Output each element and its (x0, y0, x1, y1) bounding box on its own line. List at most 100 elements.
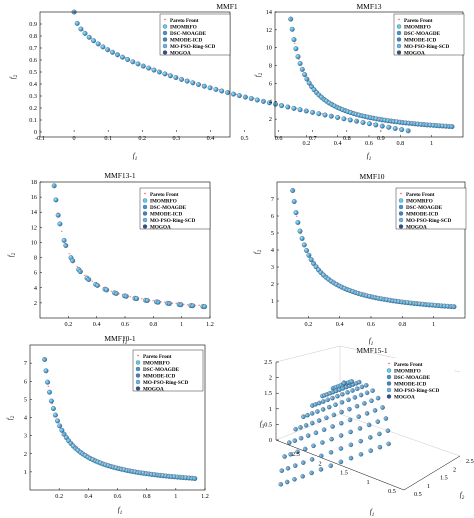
solution-point (370, 388, 375, 393)
solution-point (291, 105, 297, 111)
pareto-front-marker: * (341, 285, 344, 290)
pareto-front-marker: * (171, 301, 174, 306)
pareto-front-marker: * (350, 456, 352, 461)
pareto-front-marker: * (311, 403, 313, 408)
pareto-front-marker: * (167, 474, 170, 479)
legend-marker (398, 217, 404, 223)
z-tick-label: 1 (269, 406, 272, 413)
x-tick-label: 0.2 (64, 321, 72, 328)
pareto-front-marker: * (70, 442, 73, 447)
y-axis-label: f2 (254, 72, 264, 77)
solution-point (260, 98, 266, 104)
x-tick-label: 0.2 (302, 140, 310, 147)
legend-marker (398, 204, 404, 210)
solution-point (372, 408, 378, 413)
x-tick-label: 0.8 (143, 493, 151, 500)
pareto-front-marker: * (340, 446, 342, 451)
y-tick-label: 0.3 (29, 93, 37, 100)
pareto-front-marker: * (327, 100, 330, 105)
solution-point (290, 188, 296, 193)
panel-title: MMF13 (356, 2, 381, 11)
legend-entry: MO-PSO-Ring-SCD (143, 380, 189, 386)
x-tick-label: 1 (430, 140, 433, 147)
pareto-front-marker: * (132, 469, 135, 474)
legend-marker (135, 379, 141, 385)
solution-point (335, 115, 341, 120)
pareto-front-marker: * (107, 48, 110, 53)
pareto-front-marker: * (295, 427, 297, 432)
pareto-front-marker: * (364, 114, 367, 119)
solution-point (322, 112, 328, 118)
solution-point (173, 75, 179, 81)
x-tick-label: 0.1 (104, 135, 112, 142)
pareto-front-marker: * (97, 460, 100, 465)
pareto-front-marker: * (53, 183, 56, 188)
legend-entry: MMODE-ICD (406, 211, 439, 217)
pareto-front-marker: * (389, 118, 392, 123)
pareto-front-marker: * (356, 386, 358, 391)
solution-point (196, 82, 201, 87)
legend-entry: DSC-MOAGDE (404, 31, 441, 37)
solution-point (282, 454, 287, 459)
pareto-front-marker: * (109, 464, 112, 469)
pareto-front-marker: * (348, 407, 350, 412)
pareto-front-marker: * (76, 265, 79, 270)
solution-point (51, 183, 57, 189)
z-tick-label: 0 (269, 437, 272, 444)
pareto-front-marker: * (376, 117, 379, 122)
panel-mmf15-1: MMF15-1 ********************************… (260, 345, 474, 518)
solution-point (347, 117, 353, 123)
y-tick-label: 0.5 (29, 69, 37, 76)
pareto-front-marker: * (343, 108, 346, 113)
solution-point (324, 415, 329, 421)
pareto-front-marker: * (360, 439, 362, 444)
solution-point (298, 425, 303, 430)
pareto-front-marker: * (395, 299, 398, 304)
pareto-front-marker: * (371, 398, 373, 403)
solution-point (231, 91, 236, 97)
x-tick-label: 1.2 (206, 321, 214, 328)
solution-point (289, 26, 295, 32)
solution-point (293, 463, 298, 468)
pareto-front-marker: * (315, 430, 317, 435)
solution-point (144, 298, 150, 303)
solution-point (184, 78, 190, 84)
solution-point (330, 395, 335, 401)
pareto-front-marker: * (320, 271, 323, 276)
pareto-front-marker: * (335, 104, 338, 109)
x-axis-label: f1 (133, 152, 137, 162)
solution-point (348, 442, 354, 448)
solution-point (328, 113, 334, 119)
solution-point (295, 54, 301, 60)
pareto-front-marker: * (420, 302, 423, 307)
y-tick-label: 6 (271, 213, 274, 220)
pareto-front-marker: * (145, 298, 148, 303)
legend-entry: MO-PSO-Ring-SCD (406, 218, 452, 224)
pareto-front-marker: * (103, 286, 106, 291)
solution-point (302, 446, 308, 452)
solution-point (335, 393, 340, 399)
pareto-front-marker: * (136, 470, 139, 475)
legend-entry: MMODE-ICD (170, 37, 203, 43)
solution-point (325, 397, 331, 403)
solution-point (279, 103, 285, 109)
x-axis-label: f1 (123, 336, 127, 346)
solution-point (291, 37, 297, 43)
legend-entry: IMOMRFO (150, 198, 177, 204)
legend-entry: MMODE-ICD (143, 373, 176, 379)
panel-title: MMF1 (216, 2, 238, 11)
solution-point (305, 433, 311, 438)
solution-point (306, 252, 312, 258)
solution-point (305, 412, 310, 418)
pareto-front-marker: * (393, 119, 396, 124)
pareto-front-marker: * (87, 277, 90, 282)
pareto-front-marker: * (318, 401, 320, 406)
pareto-front-marker: * (176, 75, 179, 80)
solution-point (57, 221, 63, 227)
pareto-front-marker: * (341, 400, 343, 405)
pareto-front-marker: * (94, 458, 97, 463)
x-tick-label: 0.8 (398, 321, 406, 328)
solution-point (167, 73, 173, 79)
pareto-front-marker: * (137, 296, 140, 301)
solution-point (300, 474, 305, 479)
